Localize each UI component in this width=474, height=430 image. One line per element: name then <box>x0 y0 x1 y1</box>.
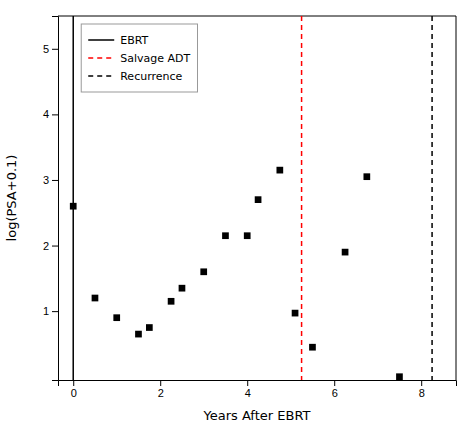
tick-mark <box>52 180 58 181</box>
reference-line <box>431 16 433 380</box>
point <box>113 314 120 321</box>
legend-label: Salvage ADT <box>120 52 190 65</box>
plot: 0 2 4 6 8 1 2 3 4 5 EBRT Salvage ADT Recurrence <box>43 16 457 399</box>
tick-label: 5 <box>43 43 49 55</box>
axis-line <box>59 381 457 387</box>
point <box>255 196 262 203</box>
tick-mark <box>334 380 335 386</box>
point <box>363 173 370 180</box>
point <box>200 268 207 275</box>
tick-label: 8 <box>419 387 425 399</box>
point <box>179 285 186 292</box>
legend: EBRT Salvage ADT Recurrence <box>81 24 197 92</box>
point <box>292 310 299 317</box>
x-axis: 0 2 4 6 8 <box>59 380 457 399</box>
tick: 2 <box>43 240 58 252</box>
legend-item: Salvage ADT <box>88 52 190 65</box>
legend-item: EBRT <box>88 34 148 47</box>
tick: 8 <box>419 380 425 399</box>
legend-swatch <box>88 57 114 59</box>
axis-line <box>52 17 59 381</box>
tick-mark <box>73 380 74 386</box>
reference-line <box>72 16 74 380</box>
tick-label: 0 <box>71 387 77 399</box>
point <box>135 331 142 338</box>
point <box>92 295 99 302</box>
tick-mark <box>247 380 248 386</box>
tick: 3 <box>43 174 58 186</box>
tick-label: 4 <box>43 108 49 120</box>
point <box>70 203 77 210</box>
point <box>168 298 175 305</box>
tick: 4 <box>245 380 251 399</box>
tick-label: 4 <box>245 387 251 399</box>
frame <box>456 16 457 380</box>
tick-label: 1 <box>43 305 49 317</box>
tick-label: 2 <box>43 240 49 252</box>
tick-mark <box>160 380 161 386</box>
y-axis: 1 2 3 4 5 <box>43 17 59 381</box>
reference-line <box>301 16 303 380</box>
tick-label: 2 <box>158 387 164 399</box>
point <box>222 232 229 239</box>
tick-label: 3 <box>43 174 49 186</box>
tick: 2 <box>158 380 164 399</box>
point <box>342 249 349 256</box>
legend-item: Recurrence <box>88 70 182 83</box>
point <box>276 167 283 174</box>
y-axis-title: log(PSA+0.1) <box>4 155 19 242</box>
tick-mark <box>52 114 58 115</box>
legend-box <box>81 24 197 92</box>
point <box>146 324 153 331</box>
tick-mark <box>52 49 58 50</box>
legend-swatch <box>88 75 114 77</box>
tick: 0 <box>71 380 77 399</box>
tick-mark <box>421 380 422 386</box>
point <box>309 344 316 351</box>
chart: 0 2 4 6 8 1 2 3 4 5 EBRT Salvage ADT Recurrence Years… <box>0 0 474 430</box>
point <box>244 232 251 239</box>
x-axis-title: Years After EBRT <box>203 408 311 423</box>
point <box>396 373 403 380</box>
marks <box>70 16 432 380</box>
legend-label: EBRT <box>120 34 148 47</box>
tick: 4 <box>43 108 58 120</box>
tick: 6 <box>332 380 338 399</box>
frame <box>58 16 456 17</box>
tick: 5 <box>43 43 58 55</box>
tick-label: 6 <box>332 387 338 399</box>
legend-swatch <box>88 39 114 41</box>
legend-label: Recurrence <box>120 70 182 83</box>
tick-mark <box>52 246 58 247</box>
tick: 1 <box>43 305 58 317</box>
tick-mark <box>52 311 58 312</box>
